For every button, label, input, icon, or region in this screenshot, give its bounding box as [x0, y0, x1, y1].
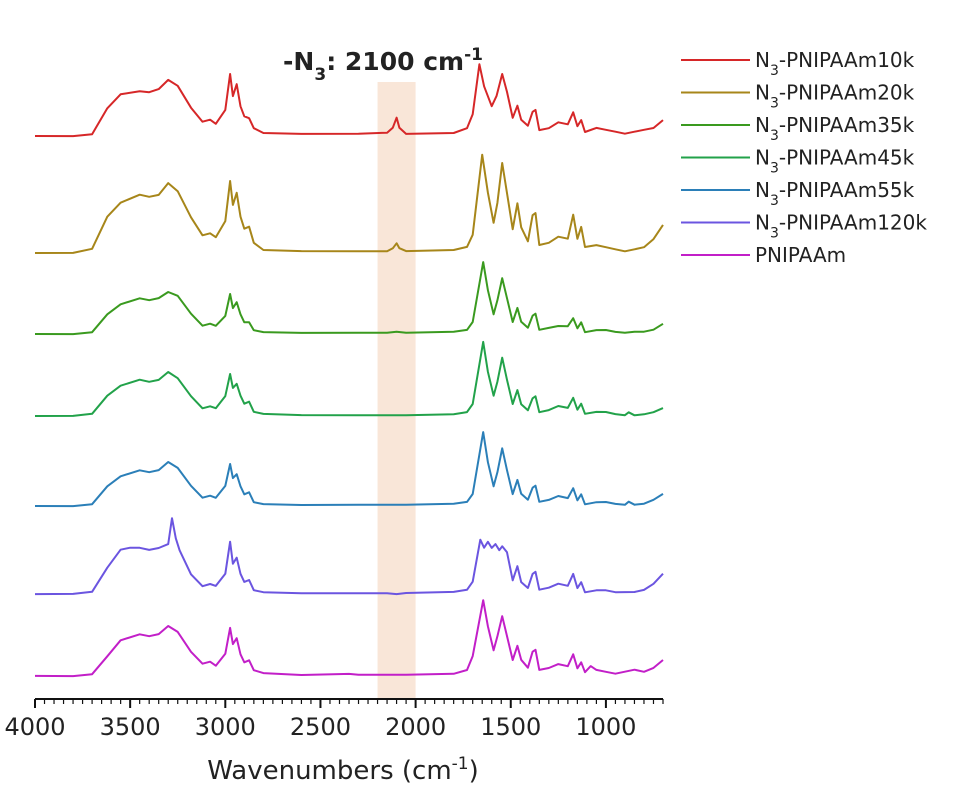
legend-label-sub: 3	[770, 226, 779, 242]
x-axis-title-close: )	[469, 756, 479, 786]
x-tick-label: 4000	[4, 713, 65, 741]
legend-label-prefix: N	[755, 81, 770, 105]
legend-label-prefix: N	[755, 178, 770, 202]
legend-label-prefix: N	[755, 48, 770, 72]
x-axis-title-sup: -1	[452, 754, 469, 774]
x-axis-title-main: Wavenumbers (cm	[207, 756, 451, 786]
series-line	[34, 431, 664, 508]
legend-label-sub: 3	[770, 193, 779, 209]
x-tick-label: 2500	[290, 713, 351, 741]
legend-label-sub: 3	[770, 63, 779, 79]
legend-label-suffix: -PNIPAAm20k	[779, 81, 915, 105]
legend-label: N3-PNIPAAm10k	[755, 48, 915, 79]
series-layer	[34, 63, 664, 678]
legend: N3-PNIPAAm10kN3-PNIPAAm20kN3-PNIPAAm35kN…	[681, 48, 927, 267]
legend-label-sub: 3	[770, 128, 779, 144]
series-line	[34, 599, 664, 678]
legend-label-suffix: PNIPAAm	[755, 243, 846, 267]
legend-label: N3-PNIPAAm35k	[755, 113, 915, 144]
x-tick-label: 1000	[575, 713, 636, 741]
legend-label-suffix: -PNIPAAm35k	[779, 113, 915, 137]
legend-label: PNIPAAm	[755, 243, 846, 267]
x-tick-label: 3500	[100, 713, 161, 741]
legend-label: N3-PNIPAAm45k	[755, 146, 915, 177]
series-line	[34, 153, 664, 254]
series-line	[34, 340, 664, 417]
legend-label-suffix: -PNIPAAm120k	[779, 211, 927, 235]
series-line	[34, 63, 664, 138]
legend-label-prefix: N	[755, 211, 770, 235]
annotation-sub: 3	[314, 65, 326, 85]
series-line	[34, 261, 664, 336]
legend-label-sub: 3	[770, 96, 779, 112]
legend-label: N3-PNIPAAm20k	[755, 81, 915, 112]
legend-label-suffix: -PNIPAAm55k	[779, 178, 915, 202]
x-tick-label: 2000	[385, 713, 446, 741]
legend-label: N3-PNIPAAm120k	[755, 211, 927, 242]
x-tick-label: 1500	[480, 713, 541, 741]
legend-label-prefix: N	[755, 146, 770, 170]
legend-label-sub: 3	[770, 161, 779, 177]
legend-label-suffix: -PNIPAAm10k	[779, 48, 915, 72]
highlight-band	[377, 82, 416, 699]
x-tick-label: 3000	[195, 713, 256, 741]
legend-label: N3-PNIPAAm55k	[755, 178, 915, 209]
annotation-sup: -1	[464, 45, 483, 65]
legend-label-suffix: -PNIPAAm45k	[779, 146, 915, 170]
x-axis-title: Wavenumbers (cm-1)	[207, 754, 479, 786]
x-axis: 4000 3500 3000 2500 2000 1500 1000	[4, 698, 664, 741]
azide-annotation: -N3: 2100 cm-1	[283, 45, 483, 85]
series-line	[34, 517, 664, 596]
annotation-prefix: -N	[283, 47, 314, 76]
annotation-middle: : 2100 cm	[326, 47, 464, 76]
legend-label-prefix: N	[755, 113, 770, 137]
